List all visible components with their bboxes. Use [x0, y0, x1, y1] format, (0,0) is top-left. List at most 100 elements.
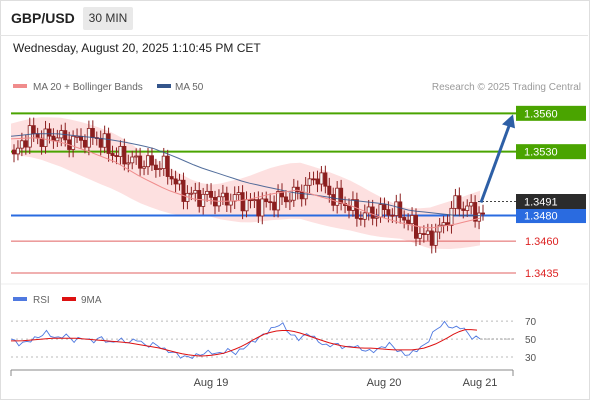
bearish-candle [370, 206, 375, 219]
bullish-candle [142, 166, 147, 169]
bearish-candle [386, 209, 391, 216]
bearish-candle [461, 208, 466, 211]
bullish-candle [477, 212, 482, 222]
bullish-candle [453, 195, 458, 209]
bearish-candle [279, 191, 284, 198]
bullish-candle [374, 216, 379, 219]
bullish-candle [433, 231, 438, 246]
timeframe-button[interactable]: 30 MIN [83, 7, 133, 30]
bullish-candle [465, 205, 470, 211]
bearish-candle [165, 155, 170, 177]
bullish-candle [437, 224, 442, 233]
bullish-candle [417, 233, 422, 239]
bearish-candle [358, 218, 363, 220]
support-level-label: 1.3435 [525, 268, 559, 280]
rsi-legend-label: RSI [33, 295, 50, 306]
bullish-candle [335, 187, 340, 206]
bullish-candle [394, 201, 399, 216]
rsi-tick-label: 50 [525, 335, 537, 346]
bullish-candle [244, 199, 249, 212]
symbol-title: GBP/USD [11, 10, 75, 26]
bullish-candle [145, 155, 150, 168]
bullish-candle [27, 125, 32, 148]
bullish-candle [161, 155, 166, 169]
bullish-candle [86, 128, 91, 148]
rsi-chart: 70 50 30 [10, 317, 537, 364]
bearish-candle [240, 192, 245, 212]
header-bar: GBP/USD 30 MIN [0, 0, 588, 35]
bearish-candle [149, 155, 154, 166]
bullish-candle [291, 186, 296, 201]
bearish-candle [181, 179, 186, 202]
resistance-level-label: 1.3530 [524, 147, 558, 159]
bullish-candle [425, 230, 430, 235]
bullish-candle [193, 190, 198, 194]
bearish-candle [224, 192, 229, 206]
bearish-candle [299, 191, 304, 200]
bearish-candle [283, 196, 288, 203]
bullish-candle [134, 155, 139, 158]
ma50-legend-label: MA 50 [175, 82, 204, 93]
bullish-candle [102, 133, 107, 148]
bearish-candle [406, 219, 411, 225]
bearish-candle [327, 185, 332, 195]
bearish-candle [173, 178, 178, 185]
bearish-candle [311, 178, 316, 181]
bearish-candle [421, 233, 426, 235]
ma20-legend-label: MA 20 + Bollinger Bands [33, 82, 143, 93]
bearish-candle [114, 155, 119, 157]
bullish-candle [232, 194, 237, 202]
bullish-candle [228, 200, 233, 206]
rsi-tick-label: 70 [525, 317, 537, 328]
projection-arrow-head [502, 114, 515, 129]
bullish-candle [71, 135, 76, 150]
bearish-candle [429, 230, 434, 246]
bearish-candle [197, 190, 202, 207]
bullish-candle [19, 140, 24, 149]
current-price-label: 1.3491 [524, 197, 558, 209]
bearish-candle [413, 215, 418, 239]
bearish-candle [153, 164, 158, 170]
bearish-candle [346, 205, 351, 211]
bullish-candle [55, 137, 60, 142]
ma20-line [10, 137, 481, 229]
rsi-ma-legend-label: 9MA [81, 295, 102, 306]
bearish-candle [82, 139, 87, 148]
bullish-candle [252, 199, 257, 202]
pivot-level-label: 1.3480 [524, 211, 558, 223]
research-watermark: Research © 2025 Trading Central [432, 82, 581, 93]
bearish-candle [138, 155, 143, 169]
price-chart: 1.3560 1.3530 1.3480 1.3460 1.3435 1.3491 [10, 105, 586, 280]
projection-arrow-shaft [479, 122, 512, 204]
bullish-candle [260, 198, 265, 217]
bearish-candle [457, 195, 462, 210]
ma20-legend-swatch [13, 84, 27, 88]
bullish-candle [378, 204, 383, 218]
bearish-candle [315, 178, 320, 185]
bullish-candle [130, 156, 135, 164]
bearish-candle [47, 128, 52, 137]
bullish-candle [189, 192, 194, 195]
bearish-candle [402, 217, 407, 221]
bearish-candle [122, 145, 127, 165]
bullish-candle [15, 147, 20, 155]
rsi-legend-swatch [13, 297, 27, 301]
bullish-candle [126, 162, 131, 165]
bearish-candle [39, 137, 44, 147]
rsi-line [10, 320, 481, 359]
chart-datetime: Wednesday, August 20, 2025 1:10:45 PM CE… [13, 41, 261, 55]
bearish-candle [272, 201, 277, 211]
bearish-candle [90, 128, 95, 138]
support-level-label: 1.3460 [525, 236, 559, 248]
bearish-candle [169, 176, 174, 180]
bearish-candle [323, 172, 328, 187]
current-price-tag [516, 194, 586, 209]
bearish-candle [382, 204, 387, 211]
bearish-candle [390, 214, 395, 217]
resistance-level-tag [516, 144, 586, 160]
rsi-tick-label: 30 [525, 353, 537, 364]
ma50-legend-swatch [157, 84, 171, 88]
bullish-candle [276, 191, 281, 211]
bullish-candle [205, 190, 210, 195]
